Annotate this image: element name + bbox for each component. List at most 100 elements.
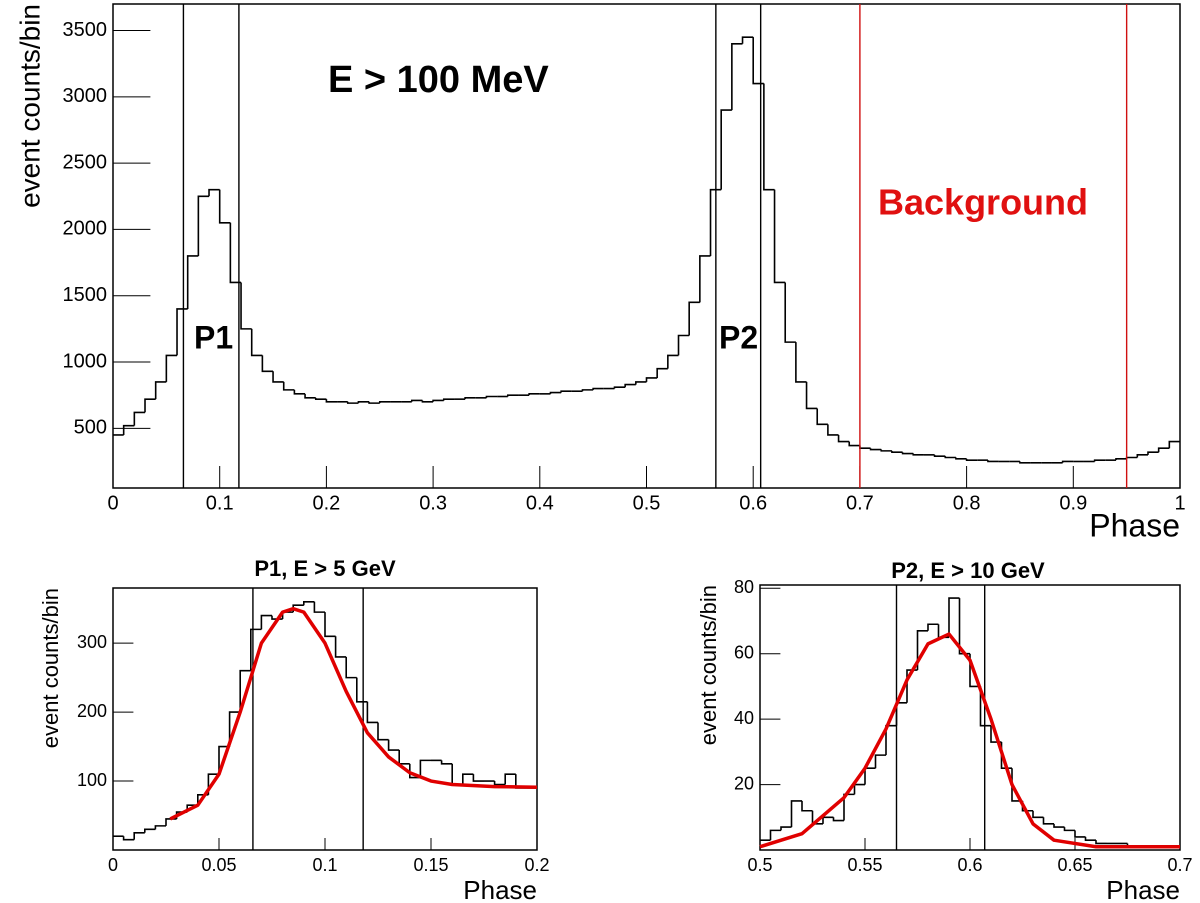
histogram-bin [874, 754, 886, 769]
annotation: P1 [194, 319, 233, 355]
histogram-bin [304, 393, 316, 399]
x-tick-label: 0.2 [312, 492, 340, 514]
x-tick-label: 0.6 [739, 492, 767, 514]
y-tick-label: 60 [734, 642, 754, 662]
y-tick-label: 2000 [63, 218, 108, 240]
histogram-bin [421, 400, 434, 403]
chart-title: P2, E > 10 GeV [891, 558, 1045, 583]
histogram-bin [837, 434, 850, 443]
histogram-bin [176, 308, 188, 356]
histogram-bin [1157, 447, 1170, 453]
x-tick-label: 0.5 [747, 855, 772, 875]
chart-title: P1, E > 5 GeV [254, 556, 396, 581]
histogram-bin [848, 441, 860, 447]
histogram-bin [144, 828, 156, 833]
x-tick-label: 0 [107, 492, 118, 514]
histogram-bin [303, 600, 315, 606]
histogram-bin [485, 395, 498, 398]
histogram-bin [853, 783, 865, 795]
histogram-bin [229, 222, 242, 284]
histogram-bin [784, 282, 796, 343]
histogram-bin [368, 401, 380, 404]
histogram-bin [1042, 817, 1054, 825]
histogram-bin [1095, 840, 1107, 845]
histogram-bin [144, 398, 156, 413]
histogram-bin [780, 826, 792, 831]
histogram-bin [1053, 823, 1065, 828]
histogram-bin [699, 255, 711, 303]
histogram-bin [250, 628, 262, 671]
y-tick-label: 2500 [63, 151, 108, 173]
histogram-bin [741, 36, 754, 44]
fit-curve [169, 606, 538, 821]
x-tick-label: 0.8 [953, 492, 981, 514]
histogram-bin [805, 381, 818, 410]
y-axis-label: event counts/bin [38, 588, 63, 748]
histogram-bin [832, 817, 844, 822]
histogram-bin [228, 711, 241, 747]
histogram-bin [346, 401, 359, 404]
histogram-bin [891, 450, 903, 453]
histogram-bin [1061, 460, 1074, 463]
x-axis-label: Phase [1089, 507, 1180, 543]
histogram-bin [656, 367, 668, 378]
histogram-bin [1168, 440, 1180, 449]
histogram-bin [493, 781, 506, 786]
histogram-bin [165, 354, 178, 382]
histogram-bin [827, 424, 839, 436]
y-tick-label: 40 [734, 708, 754, 728]
x-tick-label: 0.05 [201, 855, 236, 875]
histogram-bin [1136, 454, 1148, 458]
x-tick-label: 0.3 [419, 492, 447, 514]
histogram-bin [324, 612, 336, 638]
histogram-bin [528, 393, 540, 396]
histogram-bin [864, 767, 876, 785]
histogram-bin [250, 328, 263, 357]
histogram-bin [822, 816, 834, 824]
histogram-bin [432, 399, 444, 402]
histogram-bin [624, 383, 636, 388]
y-tick-label: 500 [74, 417, 107, 439]
histogram-bin [419, 759, 431, 778]
x-axis-label: Phase [1106, 875, 1180, 903]
histogram-bin [816, 408, 828, 426]
histogram-bin [709, 188, 722, 256]
y-tick-label: 200 [77, 701, 107, 721]
x-tick-label: 0.65 [1057, 855, 1092, 875]
y-tick-label: 20 [734, 773, 754, 793]
histogram-bin [677, 334, 690, 356]
x-tick-label: 0 [108, 855, 118, 875]
x-tick-label: 0.7 [846, 492, 874, 514]
histogram-bin [218, 189, 231, 224]
histogram-bin [1074, 830, 1086, 838]
histogram-bin [979, 686, 991, 727]
x-tick-label: 1 [1174, 492, 1185, 514]
annotation: E > 100 MeV [328, 59, 549, 101]
histogram-bin [366, 701, 378, 724]
y-axis-label: event counts/bin [14, 4, 45, 208]
histogram-bin [869, 448, 882, 451]
histogram-bin [208, 188, 220, 197]
histogram-bin [325, 399, 338, 403]
histogram-bin [613, 386, 626, 389]
histogram-bin [293, 389, 306, 395]
histogram-bin [272, 371, 284, 383]
histogram-bin [635, 381, 647, 385]
histogram-bin [645, 377, 658, 382]
histogram-bin [916, 630, 928, 671]
histogram-bin [987, 460, 999, 463]
x-tick-label: 0.1 [206, 492, 234, 514]
histogram-bin [464, 397, 476, 400]
annotation: Background [878, 182, 1088, 223]
histogram-bin [387, 739, 400, 751]
histogram-bin [410, 399, 423, 402]
y-tick-label: 300 [77, 632, 107, 652]
histogram-bin [442, 398, 455, 401]
histogram-bin [880, 449, 892, 452]
histogram-bin [154, 381, 167, 400]
histogram-bin [560, 390, 572, 393]
histogram-bin [912, 453, 924, 456]
plot-frame [112, 3, 1181, 489]
histogram-bin [843, 793, 855, 821]
histogram-bin [504, 773, 516, 785]
